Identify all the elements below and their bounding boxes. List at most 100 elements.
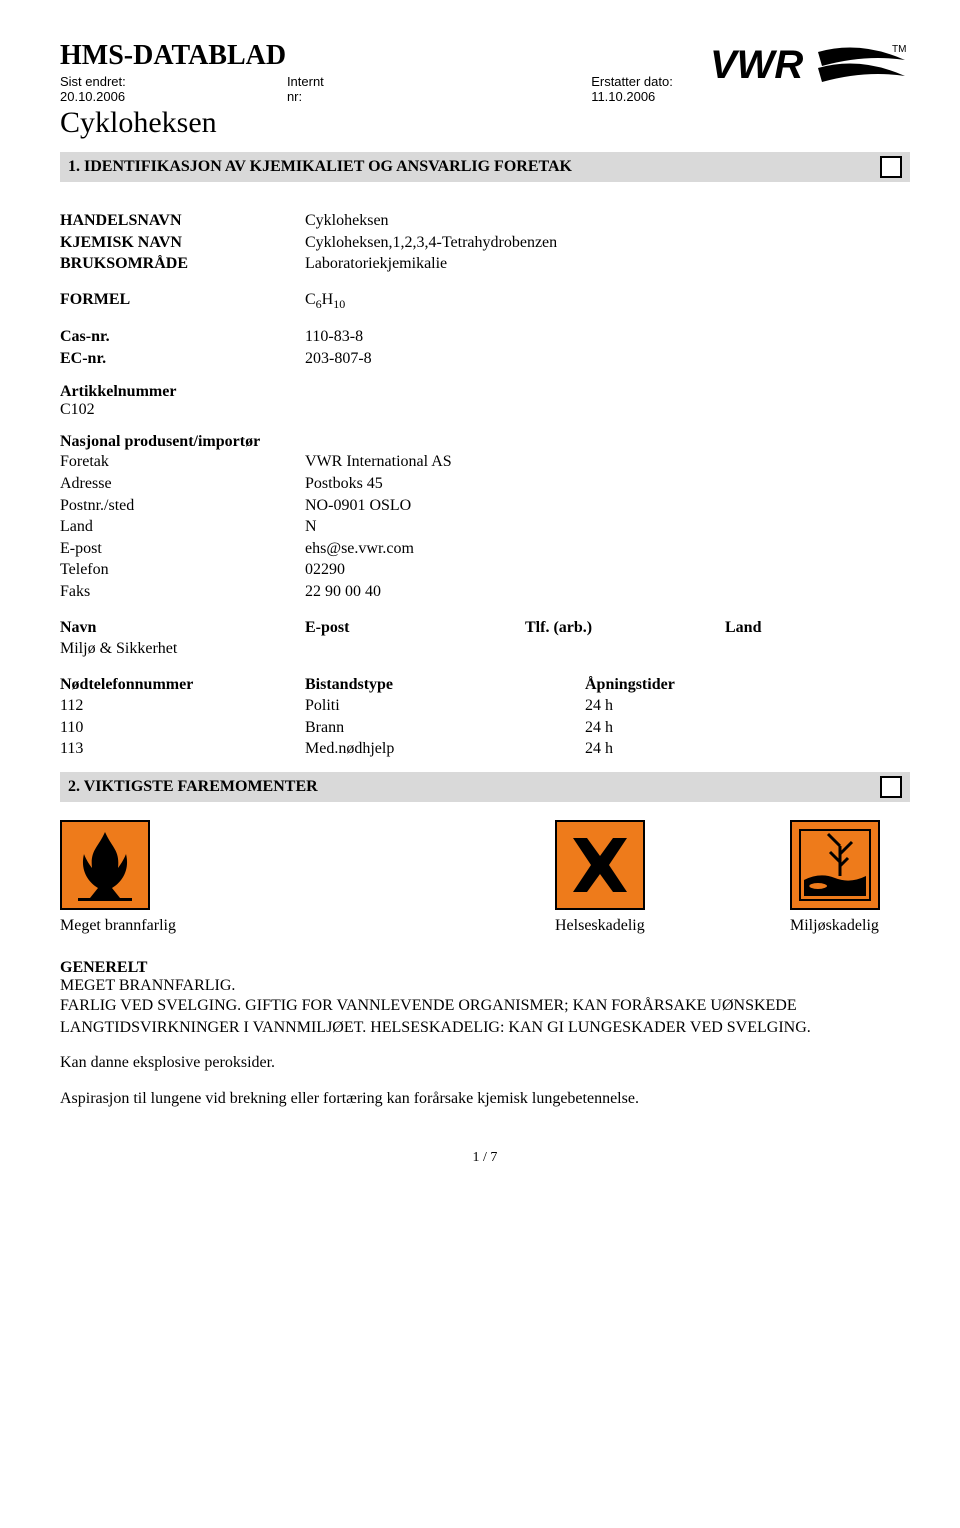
hazard-label: Miljøskadelig bbox=[790, 916, 910, 935]
hazard-flammable: Meget brannfarlig bbox=[60, 820, 180, 935]
row-cas: Cas-nr. 110-83-8 bbox=[60, 326, 910, 348]
label: FORMEL bbox=[60, 289, 305, 312]
contact-row: Miljø & Sikkerhet bbox=[60, 638, 910, 660]
hazard-environment: Miljøskadelig bbox=[790, 820, 910, 935]
hazard-label: Meget brannfarlig bbox=[60, 916, 180, 935]
section1-bar: 1. IDENTIFIKASJON AV KJEMIKALIET OG ANSV… bbox=[60, 152, 910, 182]
header: HMS-DATABLAD Sist endret: 20.10.2006 Int… bbox=[60, 40, 910, 148]
product-name: Cykloheksen bbox=[60, 106, 710, 140]
contact-name: Miljø & Sikkerhet bbox=[60, 638, 305, 660]
environment-icon bbox=[790, 820, 880, 910]
section2-title: 2. VIKTIGSTE FAREMOMENTER bbox=[68, 778, 318, 796]
section2-bar: 2. VIKTIGSTE FAREMOMENTER bbox=[60, 772, 910, 802]
meta-row: Sist endret: 20.10.2006 Internt nr: Erst… bbox=[60, 74, 710, 104]
label: Land bbox=[60, 516, 305, 538]
producer-row: AdressePostboks 45 bbox=[60, 473, 910, 495]
value: Cykloheksen,1,2,3,4-Tetrahydrobenzen bbox=[305, 232, 557, 254]
label: Foretak bbox=[60, 451, 305, 473]
value: Cykloheksen bbox=[305, 210, 389, 232]
row-ec: EC-nr. 203-807-8 bbox=[60, 348, 910, 370]
producer-rows: ForetakVWR International ASAdressePostbo… bbox=[60, 451, 910, 602]
emergency-row: 110Brann24 h bbox=[60, 717, 910, 739]
col-tlf: Tlf. (arb.) bbox=[525, 617, 725, 639]
label: KJEMISK NAVN bbox=[60, 232, 305, 254]
page: HMS-DATABLAD Sist endret: 20.10.2006 Int… bbox=[0, 0, 960, 1196]
vwr-logo: VWR TM bbox=[710, 40, 910, 90]
harmful-icon bbox=[555, 820, 645, 910]
svg-text:TM: TM bbox=[892, 44, 906, 55]
page-number: 1 / 7 bbox=[60, 1150, 910, 1166]
producer-row: ForetakVWR International AS bbox=[60, 451, 910, 473]
hazard-row: Meget brannfarlig Helseskadelig Miljøska… bbox=[60, 820, 910, 935]
hazard-label: Helseskadelig bbox=[555, 916, 675, 935]
emerg-type: Med.nødhjelp bbox=[305, 738, 585, 760]
row-handelsnavn: HANDELSNAVN Cykloheksen bbox=[60, 210, 910, 232]
producer-row: LandN bbox=[60, 516, 910, 538]
label: HANDELSNAVN bbox=[60, 210, 305, 232]
flammable-icon bbox=[60, 820, 150, 910]
contact-header: Navn E-post Tlf. (arb.) Land bbox=[60, 617, 910, 639]
last-changed: Sist endret: 20.10.2006 bbox=[60, 74, 167, 104]
col-num: Nødtelefonnummer bbox=[60, 674, 305, 696]
value: ehs@se.vwr.com bbox=[305, 538, 414, 560]
section1-title: 1. IDENTIFIKASJON AV KJEMIKALIET OG ANSV… bbox=[68, 158, 572, 176]
label: BRUKSOMRÅDE bbox=[60, 253, 305, 275]
value: NO-0901 OSLO bbox=[305, 495, 411, 517]
col-type: Bistandstype bbox=[305, 674, 585, 696]
svg-text:VWR: VWR bbox=[710, 43, 803, 87]
emerg-num: 110 bbox=[60, 717, 305, 739]
label: Adresse bbox=[60, 473, 305, 495]
value: 110-83-8 bbox=[305, 326, 363, 348]
value: 203-807-8 bbox=[305, 348, 372, 370]
emerg-hours: 24 h bbox=[585, 695, 613, 717]
col-epost: E-post bbox=[305, 617, 525, 639]
generelt-label: GENERELT bbox=[60, 959, 910, 977]
label: Faks bbox=[60, 581, 305, 603]
contact-email bbox=[305, 638, 525, 660]
body-line1: MEGET BRANNFARLIG. bbox=[60, 977, 910, 995]
emerg-hours: 24 h bbox=[585, 717, 613, 739]
value: 02290 bbox=[305, 559, 345, 581]
emerg-num: 113 bbox=[60, 738, 305, 760]
producer-row: Telefon02290 bbox=[60, 559, 910, 581]
emergency-rows: 112Politi24 h110Brann24 h113Med.nødhjelp… bbox=[60, 695, 910, 760]
label: Cas-nr. bbox=[60, 326, 305, 348]
producer-label: Nasjonal produsent/importør bbox=[60, 433, 910, 451]
col-land: Land bbox=[725, 617, 761, 639]
internal-nr: Internt nr: bbox=[287, 74, 331, 104]
row-formel: FORMEL C6H10 bbox=[60, 289, 910, 312]
hazard-harmful: Helseskadelig bbox=[555, 820, 675, 935]
value: N bbox=[305, 516, 317, 538]
emergency-header: Nødtelefonnummer Bistandstype Åpningstid… bbox=[60, 674, 910, 696]
emerg-type: Brann bbox=[305, 717, 585, 739]
producer-row: Faks22 90 00 40 bbox=[60, 581, 910, 603]
label: E-post bbox=[60, 538, 305, 560]
section1-checkbox bbox=[880, 156, 902, 178]
emerg-hours: 24 h bbox=[585, 738, 613, 760]
body-para4: Aspirasjon til lungene vid brekning elle… bbox=[60, 1088, 910, 1110]
col-hours: Åpningstider bbox=[585, 674, 675, 696]
artikkelnummer-value: C102 bbox=[60, 401, 910, 419]
row-kjemisk-navn: KJEMISK NAVN Cykloheksen,1,2,3,4-Tetrahy… bbox=[60, 232, 910, 254]
emerg-num: 112 bbox=[60, 695, 305, 717]
emerg-type: Politi bbox=[305, 695, 585, 717]
producer-row: Postnr./stedNO-0901 OSLO bbox=[60, 495, 910, 517]
row-bruksomrade: BRUKSOMRÅDE Laboratoriekjemikalie bbox=[60, 253, 910, 275]
value: 22 90 00 40 bbox=[305, 581, 381, 603]
artikkelnummer-label: Artikkelnummer bbox=[60, 383, 910, 401]
formula-value: C6H10 bbox=[305, 289, 345, 312]
vwr-logo-svg: VWR TM bbox=[710, 40, 910, 90]
value: Laboratoriekjemikalie bbox=[305, 253, 447, 275]
replaces-date: Erstatter dato: 11.10.2006 bbox=[591, 74, 710, 104]
doc-title: HMS-DATABLAD bbox=[60, 40, 710, 72]
label: Postnr./sted bbox=[60, 495, 305, 517]
label: Telefon bbox=[60, 559, 305, 581]
emergency-row: 112Politi24 h bbox=[60, 695, 910, 717]
label: EC-nr. bbox=[60, 348, 305, 370]
col-navn: Navn bbox=[60, 617, 305, 639]
section2-checkbox bbox=[880, 776, 902, 798]
body-para2: FARLIG VED SVELGING. GIFTIG FOR VANNLEVE… bbox=[60, 995, 910, 1038]
value: VWR International AS bbox=[305, 451, 452, 473]
producer-row: E-postehs@se.vwr.com bbox=[60, 538, 910, 560]
body-para3: Kan danne eksplosive peroksider. bbox=[60, 1052, 910, 1074]
